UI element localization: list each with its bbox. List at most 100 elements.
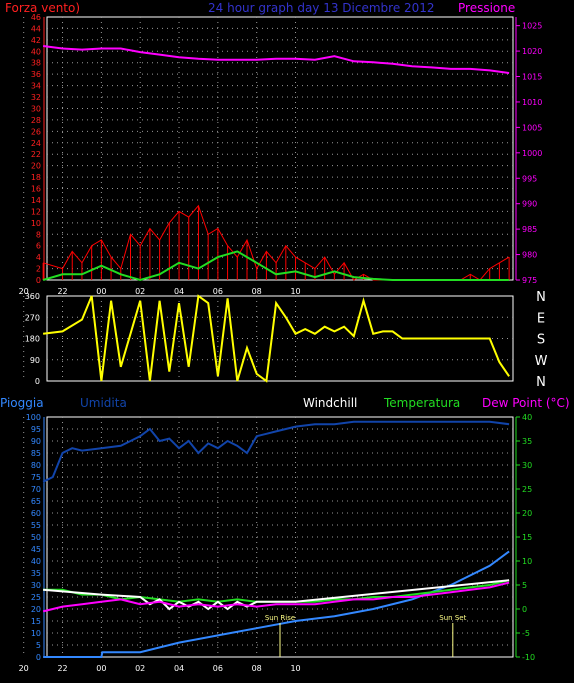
y-right-tick-label: 1020 (522, 47, 542, 56)
y-left-tick-label: 34 (31, 82, 41, 91)
y-left-tick-label: 20 (31, 605, 41, 614)
y-left-tick-label: 8 (36, 230, 41, 239)
y-right-tick-label: 990 (522, 200, 537, 209)
series-line-pressione (42, 45, 510, 74)
y-right-tick-label: 35 (522, 437, 532, 446)
y-left-tick-label: 40 (31, 47, 41, 56)
y-left-tick-label: 5 (36, 641, 41, 650)
y-left-tick-label: 6 (36, 242, 41, 251)
sunrise-label: Sun Rise (265, 614, 295, 622)
x-tick-label: 02 (135, 287, 145, 296)
y-left-tick-label: 28 (31, 116, 41, 125)
compass-label: N (536, 290, 546, 305)
wind-axis-title: Forza vento) (5, 1, 81, 15)
legend-temperature: Temperatura (384, 396, 461, 410)
y-left-tick-label: 0 (36, 653, 41, 662)
y-right-tick-label: 975 (522, 276, 537, 285)
y-left-tick-label: 2 (36, 265, 41, 274)
y-right-tick-label: -5 (522, 629, 530, 638)
y-left-tick-label: 40 (31, 557, 41, 566)
x-tick-label: 02 (135, 664, 145, 673)
y-left-tick-label: 42 (31, 36, 41, 45)
y-left-tick-label: 180 (25, 335, 40, 344)
series-line-vento-medio (42, 250, 510, 282)
y-right-tick-label: 40 (522, 413, 532, 422)
y-left-tick-label: 90 (30, 356, 40, 365)
series-line-direzione (42, 294, 510, 383)
y-left-tick-label: 15 (31, 617, 41, 626)
legend-windchill: Windchill (303, 396, 358, 410)
y-left-tick-label: 4 (36, 253, 41, 262)
y-right-tick-label: 995 (522, 174, 537, 183)
y-right-tick-label: 15 (522, 533, 532, 542)
y-left-tick-label: 35 (31, 569, 41, 578)
x-tick-label: 08 (252, 287, 262, 296)
y-left-tick-label: 95 (31, 425, 41, 434)
y-right-tick-label: 30 (522, 461, 532, 470)
sunset-label: Sun Set (439, 614, 466, 622)
y-right-tick-label: 1005 (522, 123, 542, 132)
y-right-tick-label: 10 (522, 557, 532, 566)
x-tick-label: 10 (290, 287, 300, 296)
y-left-tick-label: 90 (31, 437, 41, 446)
x-tick-label: 04 (174, 287, 184, 296)
y-left-tick-label: 270 (25, 313, 40, 322)
y-left-tick-label: 50 (31, 533, 41, 542)
y-right-tick-label: 5 (522, 581, 527, 590)
compass-label: E (537, 311, 545, 326)
y-left-tick-label: 20 (31, 162, 41, 171)
y-left-tick-label: 32 (31, 93, 41, 102)
pressure-axis-title: Pressione (458, 1, 516, 15)
x-tick-label: 00 (96, 664, 106, 673)
y-left-tick-label: 10 (31, 219, 41, 228)
y-left-tick-label: 12 (31, 207, 41, 216)
x-tick-label: 06 (213, 664, 223, 673)
compass-label: W (535, 354, 548, 369)
y-left-tick-label: 38 (31, 59, 41, 68)
y-left-tick-label: 30 (31, 104, 41, 113)
x-tick-label: 08 (252, 664, 262, 673)
y-left-tick-label: 16 (31, 185, 41, 194)
x-tick-label: 20 (19, 287, 29, 296)
y-right-tick-label: -10 (522, 653, 535, 662)
y-left-tick-label: 80 (31, 461, 41, 470)
y-left-tick-label: 85 (31, 449, 41, 458)
y-left-tick-label: 30 (31, 581, 41, 590)
y-left-tick-label: 25 (31, 593, 41, 602)
x-tick-label: 22 (57, 664, 67, 673)
x-tick-label: 06 (213, 287, 223, 296)
y-left-tick-label: 36 (31, 70, 41, 79)
y-left-tick-label: 0 (36, 276, 41, 285)
y-left-tick-label: 65 (31, 497, 41, 506)
y-left-tick-label: 26 (31, 127, 41, 136)
legend-rain: Pioggia (0, 396, 44, 410)
x-tick-label: 20 (19, 664, 29, 673)
y-left-tick-label: 46 (31, 13, 41, 22)
compass-label: N (536, 375, 546, 390)
x-tick-label: 04 (174, 664, 184, 673)
y-right-tick-label: 0 (522, 605, 527, 614)
y-left-tick-label: 14 (31, 196, 41, 205)
y-left-tick-label: 22 (31, 150, 41, 159)
y-right-tick-label: 980 (522, 251, 537, 260)
y-left-tick-label: 24 (31, 139, 41, 148)
y-right-tick-label: 1025 (522, 22, 542, 31)
graph-title: 24 hour graph day 13 Dicembre 2012 (208, 1, 435, 15)
panel-frame-1 (46, 16, 514, 281)
y-right-tick-label: 1000 (522, 149, 542, 158)
legend-dewpoint: Dew Point (°C) (482, 396, 570, 410)
y-left-tick-label: 100 (26, 413, 41, 422)
y-left-tick-label: 75 (31, 473, 41, 482)
series-line-dew-point (42, 581, 510, 613)
y-right-tick-label: 25 (522, 485, 532, 494)
y-left-tick-label: 18 (31, 173, 41, 182)
x-tick-label: 22 (57, 287, 67, 296)
series-line-temperatura (43, 579, 510, 603)
y-right-tick-label: 20 (522, 509, 532, 518)
compass-label: S (537, 333, 545, 348)
y-left-tick-label: 10 (31, 629, 41, 638)
y-left-tick-label: 70 (31, 485, 41, 494)
series-line-umidita (42, 420, 510, 483)
x-tick-label: 10 (290, 664, 300, 673)
